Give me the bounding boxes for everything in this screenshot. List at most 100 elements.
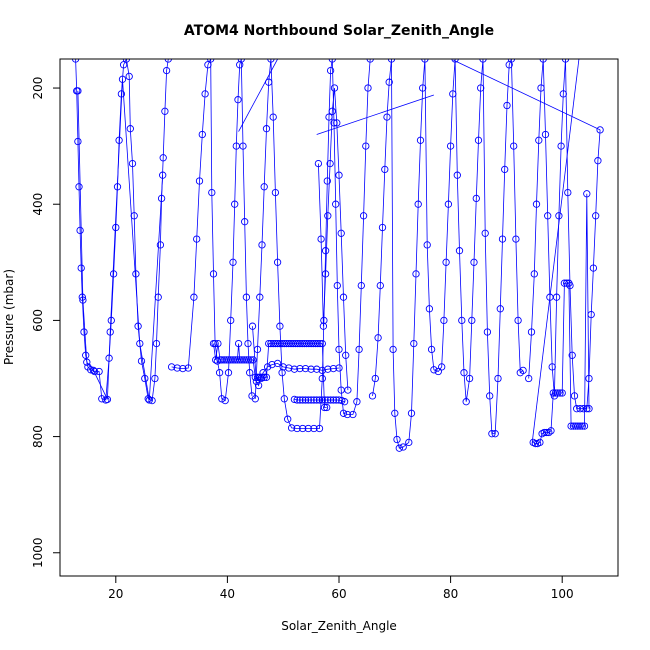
data-point xyxy=(458,316,466,325)
data-point xyxy=(527,328,536,336)
data-point xyxy=(103,395,112,404)
data-point xyxy=(326,396,335,404)
data-point xyxy=(340,398,349,406)
data-point xyxy=(78,293,86,301)
data-point xyxy=(279,363,287,371)
data-point xyxy=(330,84,339,92)
data-point xyxy=(451,59,459,63)
data-point xyxy=(75,183,83,191)
data-point xyxy=(547,427,555,435)
data-point xyxy=(208,188,216,197)
data-point xyxy=(324,365,332,373)
data-point xyxy=(548,363,556,371)
series-line xyxy=(318,87,349,391)
data-point xyxy=(535,136,543,144)
data-point xyxy=(328,107,336,115)
data-point xyxy=(389,345,397,354)
data-point xyxy=(130,212,138,220)
data-point xyxy=(259,369,267,377)
plot-area xyxy=(71,59,604,452)
data-point xyxy=(491,430,499,438)
x-tick-label: 100 xyxy=(551,587,574,601)
data-point xyxy=(198,130,206,139)
data-point xyxy=(496,305,504,313)
data-point xyxy=(326,159,334,168)
data-point xyxy=(407,409,416,417)
data-point xyxy=(90,367,99,376)
data-point xyxy=(353,398,361,406)
data-point xyxy=(337,229,345,237)
data-point xyxy=(539,59,547,63)
data-point xyxy=(339,293,348,301)
data-point xyxy=(193,235,201,243)
data-point xyxy=(137,357,146,365)
y-axis-label: Pressure (mbar) xyxy=(2,269,16,365)
x-axis-label: Solar_Zenith_Angle xyxy=(281,619,397,633)
data-point xyxy=(159,171,167,179)
data-point xyxy=(585,405,593,413)
data-point xyxy=(583,190,591,198)
data-point xyxy=(342,351,350,359)
data-point xyxy=(77,264,85,272)
data-point xyxy=(578,422,586,430)
data-point xyxy=(366,59,374,63)
series-line xyxy=(171,59,253,402)
data-point xyxy=(355,345,363,354)
data-point xyxy=(385,78,393,86)
data-point xyxy=(268,360,276,369)
data-point xyxy=(237,59,245,63)
data-point xyxy=(474,136,483,144)
data-point xyxy=(455,247,464,255)
data-point xyxy=(335,345,343,354)
data-point xyxy=(246,369,254,377)
data-point xyxy=(304,396,312,404)
data-point xyxy=(209,270,218,278)
data-point xyxy=(540,428,548,437)
data-point xyxy=(323,403,331,412)
data-point xyxy=(258,241,266,249)
data-point xyxy=(145,396,153,404)
data-point xyxy=(326,66,335,75)
data-point xyxy=(310,396,318,404)
data-point xyxy=(256,293,264,301)
data-point xyxy=(276,322,284,330)
data-point xyxy=(494,374,502,383)
data-point xyxy=(287,424,296,432)
data-point xyxy=(537,84,545,92)
data-point xyxy=(132,270,140,278)
x-axis: 20 40 60 80 100 xyxy=(108,575,574,601)
data-point xyxy=(263,363,272,371)
connector-line xyxy=(453,59,601,131)
data-point xyxy=(258,373,266,381)
series-line xyxy=(254,59,371,429)
data-point xyxy=(179,364,187,373)
data-point xyxy=(470,258,478,266)
data-point xyxy=(251,395,259,403)
data-point xyxy=(321,396,329,404)
data-point xyxy=(430,366,438,374)
data-point xyxy=(79,296,87,304)
x-tick-label: 20 xyxy=(108,587,123,601)
data-point xyxy=(486,392,494,400)
data-point xyxy=(488,430,496,438)
data-point xyxy=(313,396,321,404)
data-point xyxy=(596,126,604,134)
data-point xyxy=(419,84,427,92)
data-point xyxy=(427,345,436,354)
data-point xyxy=(204,61,212,69)
data-point xyxy=(307,396,315,404)
data-point xyxy=(498,235,507,243)
data-point xyxy=(378,223,387,232)
data-point xyxy=(530,270,538,278)
data-point xyxy=(555,212,563,220)
x-tick-label: 60 xyxy=(331,587,346,601)
data-point xyxy=(313,365,321,373)
data-point xyxy=(544,212,552,220)
data-point xyxy=(315,396,324,404)
data-point xyxy=(290,365,299,373)
data-point xyxy=(167,363,176,371)
data-point xyxy=(310,424,318,433)
data-point xyxy=(293,424,301,433)
data-point xyxy=(579,405,588,413)
data-point xyxy=(320,403,329,412)
